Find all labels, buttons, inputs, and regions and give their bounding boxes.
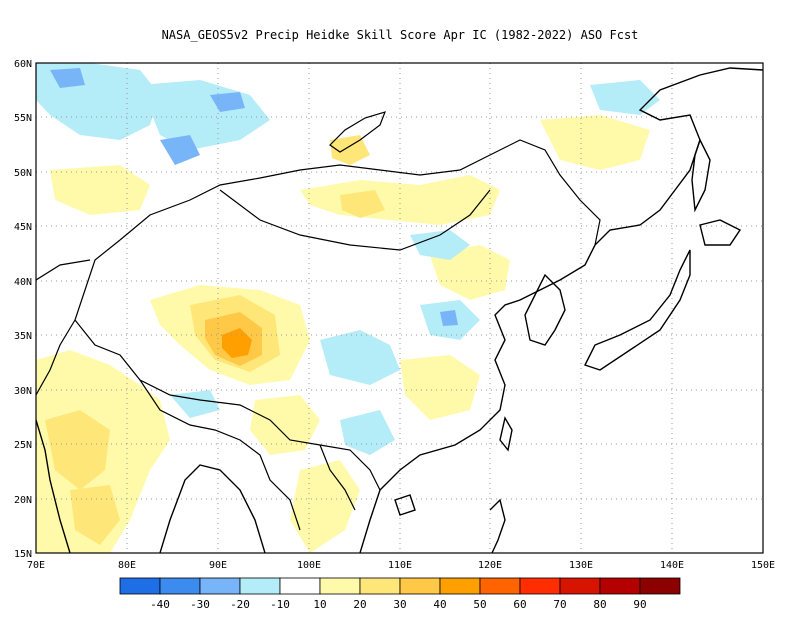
shade-wsib-mid2 <box>160 135 200 165</box>
coast-korea <box>524 273 566 346</box>
lat-tick: 45N <box>14 222 32 233</box>
lon-tick: 70E <box>27 560 45 571</box>
shade-china-light <box>320 330 400 385</box>
lon-tick: 110E <box>388 560 412 571</box>
shade-mongolia-mid <box>340 190 385 218</box>
shade-china-mid <box>440 310 458 326</box>
lon-tick-labels: 70E 80E 90E 100E 110E 120E 130E 140E 150… <box>27 560 775 571</box>
colorbar-swatch <box>119 577 161 595</box>
lon-tick: 140E <box>660 560 684 571</box>
lat-tick: 25N <box>14 440 32 451</box>
lake-baikal <box>329 111 386 153</box>
colorbar-swatch <box>319 577 361 595</box>
colorbar-label: 10 <box>313 598 326 611</box>
lat-tick-labels: 15N 20N 25N 30N 35N 40N 45N 50N 55N 60N <box>14 59 32 560</box>
colorbar-swatch <box>159 577 201 595</box>
lon-tick: 100E <box>297 560 321 571</box>
coast-taiwan <box>499 416 513 452</box>
colorbar-label: 40 <box>433 598 446 611</box>
lat-tick: 30N <box>14 386 32 397</box>
colorbar-label: 90 <box>633 598 646 611</box>
lat-tick: 50N <box>14 168 32 179</box>
shade-inner-light <box>410 230 470 260</box>
coast-japan <box>584 249 691 371</box>
border-layer <box>36 111 601 531</box>
border-kazakh <box>36 259 91 281</box>
colorbar-swatch <box>239 577 281 595</box>
lat-tick: 40N <box>14 277 32 288</box>
colorbar-swatch <box>479 577 521 595</box>
shade-kazakh <box>50 165 150 215</box>
shade-tibet-max <box>222 328 252 358</box>
colorbar-swatch <box>439 577 481 595</box>
coast-hainan <box>394 494 416 516</box>
lon-tick: 120E <box>478 560 502 571</box>
colorbar-swatch <box>279 577 321 595</box>
shade-yunnan <box>250 395 320 455</box>
colorbar-swatch <box>399 577 441 595</box>
colorbar-swatch <box>639 577 681 595</box>
colorbar-label: -10 <box>270 598 290 611</box>
lat-tick: 15N <box>14 549 32 560</box>
border-southeast <box>319 444 356 511</box>
lon-tick: 80E <box>118 560 136 571</box>
lon-tick: 90E <box>209 560 227 571</box>
coast-india <box>36 419 71 553</box>
grid-lines <box>36 63 763 553</box>
colorbar-label: -30 <box>190 598 210 611</box>
shading-layer <box>36 63 660 553</box>
colorbar: -40 -30 -20 -10 10 20 30 40 50 60 70 80 90 <box>119 577 681 611</box>
border-china-north <box>119 139 601 246</box>
shade-indochina <box>290 460 360 553</box>
shade-eastchina <box>400 355 480 420</box>
colorbar-label: 30 <box>393 598 406 611</box>
coast-bay-bengal <box>159 464 266 553</box>
shade-manchuria <box>540 115 650 170</box>
shade-baikal-mid <box>330 135 370 165</box>
colorbar-label: -40 <box>150 598 170 611</box>
coast-hokkaido <box>699 219 742 246</box>
colorbar-swatch <box>599 577 641 595</box>
lat-tick: 55N <box>14 113 32 124</box>
lat-tick: 20N <box>14 495 32 506</box>
colorbar-label: 20 <box>353 598 366 611</box>
shade-wsib-mid <box>50 68 85 88</box>
lon-tick: 150E <box>751 560 775 571</box>
colorbar-label: 80 <box>593 598 606 611</box>
border-china-west <box>74 239 381 491</box>
colorbar-swatch <box>199 577 241 595</box>
colorbar-label: -20 <box>230 598 250 611</box>
plot-frame <box>35 62 764 554</box>
border-mongolia-south <box>219 189 491 251</box>
colorbar-label: 60 <box>513 598 526 611</box>
shade-south-india-mid <box>70 485 120 545</box>
colorbar-label: 70 <box>553 598 566 611</box>
border-pakistan <box>36 319 76 396</box>
lat-tick: 35N <box>14 331 32 342</box>
coast-east-asia <box>359 67 763 553</box>
shade-north-india-mid <box>45 410 110 490</box>
lat-tick: 60N <box>14 59 32 70</box>
colorbar-label: 50 <box>473 598 486 611</box>
shade-wsib-mid3 <box>210 92 245 112</box>
coast-sakhalin <box>691 138 711 213</box>
colorbar-swatch <box>519 577 561 595</box>
lon-tick: 130E <box>569 560 593 571</box>
colorbar-swatch <box>359 577 401 595</box>
shade-siberia-light <box>590 80 660 115</box>
map-title: NASA_GEOS5v2 Precip Heidke Skill Score A… <box>161 28 639 42</box>
border-himalaya <box>139 379 301 531</box>
coast-philippines <box>489 498 506 553</box>
coastline-layer <box>36 67 763 553</box>
colorbar-swatch <box>559 577 601 595</box>
